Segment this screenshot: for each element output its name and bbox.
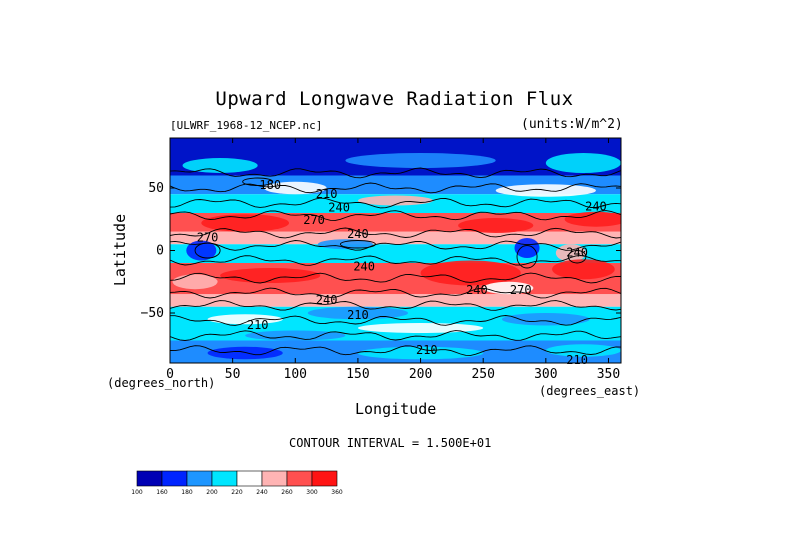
contour-line [170,227,621,239]
field-blotch [345,153,496,168]
colorbar-swatch [136,470,163,487]
contour-label: 240 [353,259,375,273]
contour-label: 240 [347,227,369,241]
contour-lines [170,167,621,356]
colorbar-label: 360 [331,489,343,496]
colorbar-swatch [161,470,188,487]
x-tick-label: 200 [409,367,432,382]
contour-label: 210 [247,318,269,332]
chart-title: Upward Longwave Radiation Flux [215,88,574,110]
contour-label: 240 [585,199,607,213]
contour-ring [567,250,587,264]
contour-label: 240 [466,283,488,297]
colorbar-swatch [186,470,213,487]
file-label: [ULWRF_1968-12_NCEP.nc] [170,119,323,132]
field-band [170,231,621,245]
colorbar-label: 220 [231,489,243,496]
y-axis-ticks: 50 0 −50 [141,181,621,321]
field-blotch [182,158,258,173]
field-blotch [514,238,540,258]
contour-line [170,167,621,179]
contour-line [170,197,621,209]
field-band [170,294,621,307]
y-tick-label: 0 [156,244,164,259]
field-blotch [357,323,484,333]
x-tick-label: 250 [471,367,494,382]
field-blotch [555,244,586,262]
x-tick-label: 300 [534,367,557,382]
contour-label: 240 [316,293,338,307]
y-axis-unit: (degrees_north) [107,376,216,390]
colorbar-label: 260 [281,489,293,496]
field-band [170,244,621,263]
contour-label: 210 [566,353,588,367]
contour-label: 210 [416,343,438,357]
field-blotch [545,153,621,173]
colorbar-label: 200 [206,489,218,496]
contour-label: 270 [510,283,532,297]
field-blotch [564,211,621,227]
colorbar-label: 240 [256,489,268,496]
contour-line [170,345,621,356]
x-axis-ticks: 0 50 100 150 200 250 300 350 [166,138,620,382]
contour-line [170,210,621,221]
colorbar-swatch [286,470,313,487]
contour-line [170,240,621,251]
field-blotch [357,195,434,206]
field-blotch [357,346,484,360]
x-tick-label: 0 [166,367,174,382]
contour-label: 270 [197,231,219,245]
contour-label: 180 [259,178,281,192]
plot-area [170,138,621,363]
contour-label: 210 [316,187,338,201]
y-tick-label: 50 [148,181,164,196]
contour-line [170,272,621,284]
field-blotch [263,181,327,195]
field-blotch [207,346,283,360]
colorbar-swatch [236,470,263,487]
field-blotch [501,313,590,326]
x-axis-unit: (degrees_east) [539,384,641,398]
colorbar-label: 160 [156,489,168,496]
field-blotch [552,259,615,280]
colorbar-swatch [211,470,238,487]
colorbar-label: 180 [181,489,193,496]
field-blotch [186,240,217,261]
contour-label: 270 [303,213,325,227]
contour-ring [339,240,376,249]
field-blotch [201,214,290,232]
field-blotch [458,218,534,233]
contour-line [170,330,621,341]
contour-label: 210 [347,308,369,322]
contour-labels: 1802102402702402702402702402402102102402… [197,178,607,367]
contour-interval-text: CONTOUR INTERVAL = 1.500E+01 [289,436,492,450]
contour-label: 240 [566,246,588,260]
units-label: (units:W/m^2) [521,117,623,132]
colorbar-label: 300 [306,489,318,496]
contour-label: 240 [328,201,350,215]
y-tick-label: −50 [141,306,164,321]
x-axis-label: Longitude [355,400,437,418]
x-tick-label: 100 [284,367,307,382]
x-tick-label: 150 [346,367,369,382]
contour-line [170,255,621,266]
x-tick-label: 350 [597,367,620,382]
field-blotch [317,239,373,250]
x-tick-label: 50 [225,367,241,382]
field-blotch [207,314,283,325]
field-blotch [420,260,521,286]
colorbar-swatch [261,470,288,487]
field-blotch [545,344,621,357]
colorbar-swatch [311,470,338,487]
contour-line [170,287,621,299]
contour-ring [194,242,221,259]
contour-line [170,300,621,311]
contour-ring [516,245,538,269]
colorbar-label: 100 [131,489,143,496]
field-blotch [172,274,218,290]
contour-line [170,315,621,326]
contour-ring [242,177,274,186]
colorbar: 100 160 180 200 220 240 260 300 360 [131,470,343,496]
